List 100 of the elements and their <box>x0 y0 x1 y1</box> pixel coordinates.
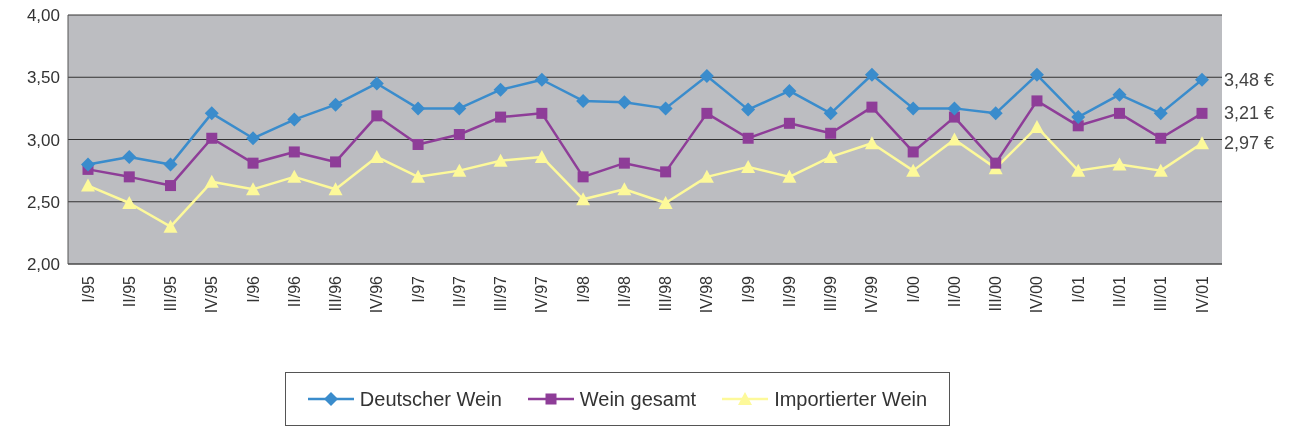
x-tick-label: I/99 <box>739 275 757 303</box>
point <box>1153 163 1168 177</box>
point <box>204 174 219 188</box>
point <box>123 171 135 183</box>
point <box>866 101 878 113</box>
x-tick-label: II/98 <box>615 275 633 308</box>
annotation: 3,48 € <box>1224 69 1275 90</box>
point <box>534 72 549 87</box>
point <box>990 157 1002 169</box>
point <box>369 149 384 163</box>
point <box>165 180 177 192</box>
y-tick-label: 2,50 <box>26 192 60 212</box>
point <box>1071 110 1086 125</box>
annotation: 2,97 € <box>1224 133 1275 154</box>
legend-label: Importierter Wein <box>774 387 928 411</box>
point <box>741 159 756 173</box>
point <box>369 76 384 91</box>
x-tick-label: I/95 <box>79 275 97 303</box>
point <box>660 166 672 178</box>
point <box>1195 72 1209 87</box>
point <box>1112 157 1127 171</box>
point <box>947 101 962 116</box>
y-tick-label: 4,00 <box>26 6 60 26</box>
x-tick-label: III/95 <box>162 275 180 312</box>
point <box>1029 67 1044 82</box>
point <box>1195 136 1209 150</box>
point <box>328 182 343 196</box>
point <box>247 157 259 169</box>
x-tick-label: III/00 <box>987 275 1005 312</box>
point <box>906 101 921 116</box>
point <box>411 169 426 183</box>
point <box>246 182 261 196</box>
x-tick-label: IV/96 <box>368 275 386 314</box>
point <box>864 136 879 150</box>
x-tick-label: III/99 <box>822 275 840 312</box>
point <box>1113 107 1125 119</box>
point <box>453 129 465 141</box>
point <box>163 219 178 233</box>
point <box>452 101 467 116</box>
x-tick-label: II/01 <box>1110 275 1128 308</box>
point <box>536 107 548 119</box>
x-tick-label: II/95 <box>120 275 138 308</box>
x-tick-label: IV/97 <box>533 275 551 314</box>
point <box>411 101 426 116</box>
point <box>330 156 342 168</box>
point <box>617 182 632 196</box>
point <box>495 111 507 123</box>
x-tick-label: I/96 <box>244 275 262 303</box>
x-tick-label: IV/01 <box>1193 275 1211 314</box>
point <box>122 149 137 164</box>
x-tick-label: IV/00 <box>1028 275 1046 314</box>
point <box>1071 163 1086 177</box>
point <box>577 171 589 183</box>
annotation: 3,21 € <box>1224 103 1275 124</box>
point <box>452 163 467 177</box>
point <box>699 69 714 83</box>
point <box>163 157 178 172</box>
x-tick-label: II/96 <box>285 275 303 308</box>
point <box>1196 107 1208 119</box>
point <box>864 67 879 82</box>
point <box>1029 120 1044 134</box>
point <box>658 195 673 209</box>
x-tick-label: I/97 <box>409 275 427 303</box>
point <box>782 83 797 98</box>
point <box>493 153 508 167</box>
point <box>825 127 837 139</box>
point <box>907 146 919 158</box>
x-tick-label: III/01 <box>1152 275 1170 312</box>
point <box>823 106 838 121</box>
x-tick-label: II/97 <box>450 275 468 308</box>
x-tick-label: I/01 <box>1069 275 1087 303</box>
point <box>204 106 219 121</box>
point <box>246 131 261 146</box>
point <box>948 111 960 123</box>
point <box>287 112 302 127</box>
point <box>742 132 754 144</box>
point <box>783 117 795 129</box>
point <box>658 101 673 116</box>
point <box>1112 87 1127 102</box>
point <box>534 149 549 163</box>
x-tick-label: IV/98 <box>698 275 716 314</box>
legend-label: Wein gesamt <box>579 387 697 411</box>
point <box>947 132 962 146</box>
point <box>206 132 218 144</box>
point <box>288 146 300 158</box>
point <box>122 195 137 209</box>
point <box>617 95 632 110</box>
x-tick-label: III/96 <box>327 275 345 312</box>
point <box>699 169 714 183</box>
x-tick-label: IV/99 <box>863 275 881 314</box>
point <box>741 102 756 117</box>
x-tick-label: III/97 <box>492 275 510 312</box>
point <box>576 93 591 108</box>
point <box>782 169 797 183</box>
x-tick-label: I/98 <box>574 275 592 303</box>
point <box>81 178 95 192</box>
point <box>1153 106 1168 121</box>
point <box>906 163 921 177</box>
point <box>618 157 630 169</box>
point <box>1155 132 1167 144</box>
